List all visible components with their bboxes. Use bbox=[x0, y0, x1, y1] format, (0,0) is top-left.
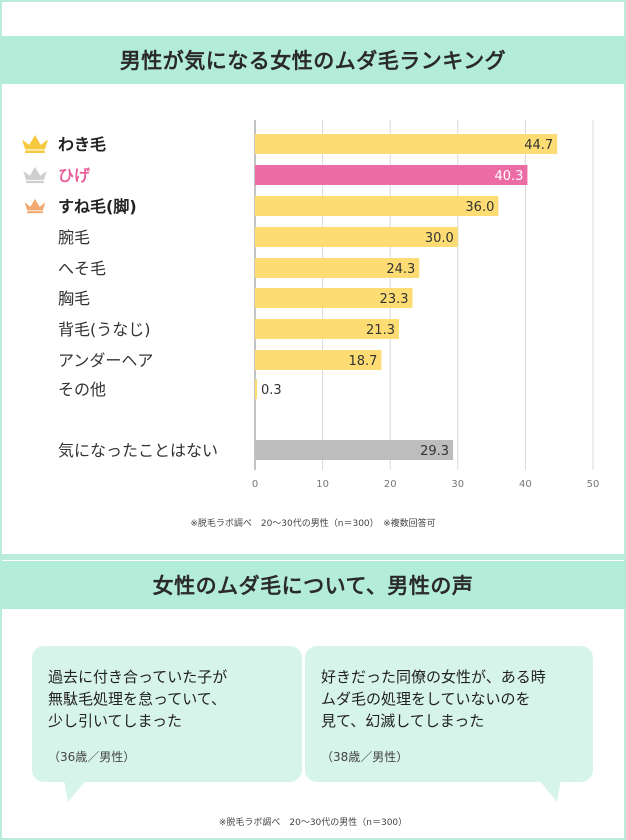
bar-value-label: 29.3 bbox=[420, 444, 449, 459]
category-label: わき毛 bbox=[58, 135, 106, 154]
voice-line: 見て、幻滅してしまった bbox=[321, 712, 485, 730]
x-tick-label: 0 bbox=[252, 479, 258, 490]
bar-value-label: 36.0 bbox=[465, 200, 494, 215]
voice-line: 好きだった同僚の女性が、ある時 bbox=[321, 668, 546, 686]
voice-line: 少し引いてしまった bbox=[48, 712, 182, 730]
x-tick-label: 20 bbox=[384, 479, 397, 490]
voice-attribution-2: （38歳／男性） bbox=[321, 750, 409, 764]
voice-line: 過去に付き合っていた子が bbox=[48, 668, 228, 686]
silver-crown-icon bbox=[23, 166, 47, 184]
voice-bubble-1: 過去に付き合っていた子が 無駄毛処理を怠っていて、 少し引いてしまった （36歳… bbox=[32, 646, 302, 782]
bar-value-label: 44.7 bbox=[524, 138, 553, 153]
category-label: ひげ bbox=[58, 166, 91, 185]
bar-value-label: 40.3 bbox=[494, 169, 523, 184]
category-label: 背毛(うなじ) bbox=[58, 320, 151, 339]
chart-source-note: ※脱毛ラボ調べ 20〜30代の男性（n＝300） ※複数回答可 bbox=[190, 519, 436, 529]
x-tick-label: 10 bbox=[316, 479, 329, 490]
chart-title: 男性が気になる女性のムダ毛ランキング bbox=[0, 36, 626, 84]
bubble-tail-1 bbox=[64, 780, 86, 802]
category-label: アンダーヘア bbox=[58, 351, 153, 370]
bar bbox=[255, 227, 458, 247]
category-label: すね毛(脚) bbox=[58, 197, 137, 216]
bar bbox=[255, 258, 420, 278]
voice-attribution-1: （36歳／男性） bbox=[48, 750, 136, 764]
bar bbox=[255, 350, 382, 370]
voice-bubble-2: 好きだった同僚の女性が、ある時 ムダ毛の処理をしていないのを 見て、幻滅してしま… bbox=[305, 646, 593, 782]
bar-value-label: 23.3 bbox=[380, 292, 409, 307]
voice-quote-2: 好きだった同僚の女性が、ある時 ムダ毛の処理をしていないのを 見て、幻滅してしま… bbox=[321, 666, 586, 732]
voice-line: ムダ毛の処理をしていないのを bbox=[321, 690, 531, 708]
bubble-tail-2 bbox=[539, 780, 561, 802]
bar-value-label: 30.0 bbox=[425, 231, 454, 246]
voices-source-note: ※脱毛ラボ調べ 20〜30代の男性（n＝300） bbox=[218, 818, 408, 828]
bar bbox=[255, 440, 454, 460]
bar bbox=[255, 196, 499, 216]
x-tick-label: 50 bbox=[587, 479, 600, 490]
bar-value-label: 18.7 bbox=[348, 354, 377, 369]
bar-chart: 0 10 20 30 40 50 44.7 わき毛 40.3 ひげ 36.0 すね毛(脚) 30.0 腕… bbox=[22, 120, 600, 490]
category-label: 胸毛 bbox=[58, 289, 90, 308]
voice-quote-1: 過去に付き合っていた子が 無駄毛処理を怠っていて、 少し引いてしまった bbox=[48, 666, 293, 732]
bronze-crown-icon bbox=[24, 198, 46, 214]
gold-crown-icon bbox=[22, 135, 48, 153]
category-label: 気になったことはない bbox=[58, 441, 218, 460]
section-title: 女性のムダ毛について、男性の声 bbox=[0, 561, 626, 609]
bar bbox=[255, 379, 258, 399]
voice-line: 無駄毛処理を怠っていて、 bbox=[48, 690, 227, 708]
bar-value-label: 0.3 bbox=[261, 383, 282, 398]
category-label: その他 bbox=[58, 380, 106, 399]
bar-value-label: 24.3 bbox=[386, 262, 415, 277]
bar bbox=[255, 165, 528, 185]
bar-value-label: 21.3 bbox=[366, 323, 395, 338]
category-label: 腕毛 bbox=[58, 228, 90, 247]
bar bbox=[255, 134, 558, 154]
category-label: へそ毛 bbox=[58, 259, 106, 278]
bar bbox=[255, 319, 399, 339]
x-tick-label: 30 bbox=[451, 479, 464, 490]
bar bbox=[255, 288, 413, 308]
x-tick-label: 40 bbox=[519, 479, 532, 490]
